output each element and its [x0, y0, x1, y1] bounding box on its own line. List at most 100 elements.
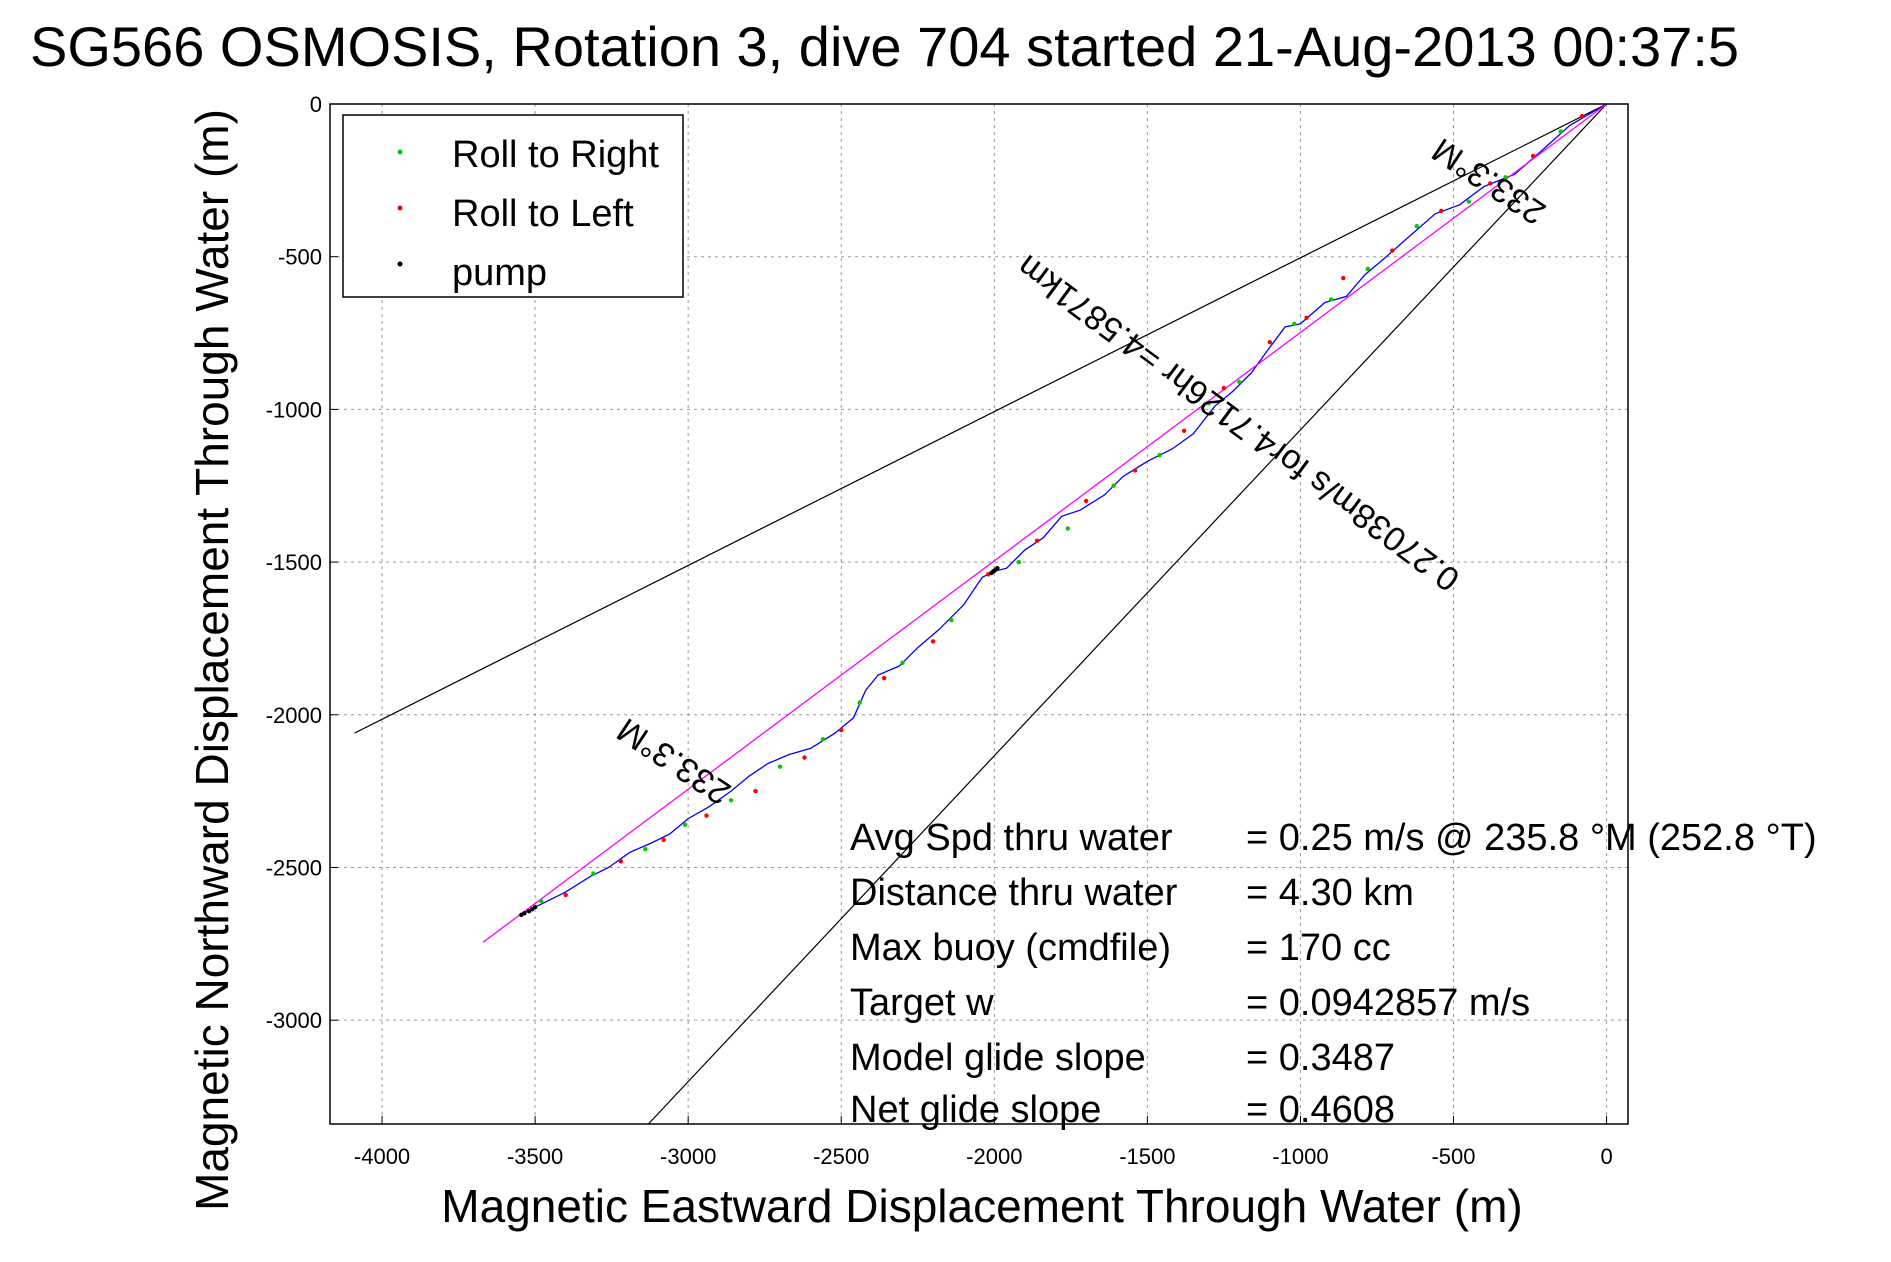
stat-value: = 0.4608	[1246, 1089, 1395, 1131]
series-lines	[482, 103, 1607, 943]
roll-left-point	[1341, 275, 1346, 281]
lower-heading-label: 233.3°M	[610, 710, 737, 812]
heading-cone-line	[647, 103, 1608, 1125]
x-tick-label: 0	[1600, 1144, 1612, 1169]
roll-right-point	[1065, 526, 1070, 531]
roll-right-point	[1111, 483, 1116, 488]
roll-left-point	[1488, 181, 1493, 186]
roll-right-point	[1292, 321, 1297, 327]
distance-label: 0.27038m/s for4.7126hr =4.5871km	[1010, 247, 1466, 599]
x-ticks: -4000 -3500 -3000 -2500 -2000 -1500 -1000 -500 0	[354, 1116, 1613, 1169]
x-tick-label: -1000	[1272, 1144, 1328, 1169]
roll-left-point	[661, 837, 666, 843]
legend-label-pump: pump	[452, 252, 547, 294]
x-tick-label: -500	[1431, 1144, 1475, 1169]
x-tick-label: -2000	[966, 1144, 1022, 1169]
roll-left-point	[881, 675, 887, 681]
stat-label: Avg Spd thru water	[850, 817, 1173, 859]
y-ticks: 0 -500 -1000 -1500 -2000 -2500 -3000	[266, 92, 338, 1033]
stat-label: Target w	[850, 982, 994, 1024]
pump-point	[526, 908, 532, 914]
roll-right-point	[1365, 266, 1370, 272]
stat-label: Max buoy (cmdfile)	[850, 927, 1171, 969]
roll-right-point	[1503, 175, 1508, 180]
legend-label-roll-right: Roll to Right	[452, 134, 659, 176]
point-markers	[519, 114, 1585, 918]
roll-right-point	[1016, 559, 1021, 565]
roll-left-point	[618, 859, 624, 864]
heading-cone	[354, 103, 1608, 1125]
dive-stats: Avg Spd thru water = 0.25 m/s @ 235.8 °M…	[850, 817, 1817, 1131]
y-tick-label: -2000	[266, 703, 322, 728]
y-axis-label: Magnetic Northward Displacement Through …	[186, 109, 238, 1211]
roll-left-point	[1267, 340, 1273, 345]
track-line	[520, 103, 1607, 916]
roll-left-point	[930, 639, 936, 644]
legend-marker-roll-left	[397, 205, 403, 211]
roll-left-point	[1083, 498, 1089, 504]
roll-left-point	[1439, 208, 1444, 214]
roll-left-point	[1530, 153, 1536, 159]
roll-left-point	[753, 788, 758, 794]
legend-marker-pump	[397, 261, 403, 267]
stat-label: Net glide slope	[850, 1089, 1101, 1131]
pump-point	[989, 570, 994, 576]
x-tick-label: -2500	[813, 1144, 869, 1169]
roll-left-point	[1579, 114, 1585, 119]
x-tick-label: -1500	[1119, 1144, 1175, 1169]
roll-right-point	[539, 898, 544, 904]
stat-value: = 170 cc	[1246, 927, 1391, 969]
pump-point	[519, 912, 524, 918]
x-axis-label: Magnetic Eastward Displacement Through W…	[441, 1180, 1522, 1232]
x-tick-label: -3000	[660, 1144, 716, 1169]
roll-left-point	[1034, 538, 1040, 543]
roll-right-point	[1328, 297, 1334, 302]
roll-left-point	[704, 813, 709, 818]
y-tick-label: -1500	[266, 550, 322, 575]
stat-label: Distance thru water	[850, 872, 1178, 914]
roll-right-point	[682, 822, 688, 827]
stat-value: = 4.30 km	[1246, 872, 1414, 914]
roll-right-point	[643, 846, 648, 852]
roll-right-point	[777, 764, 783, 769]
chart-title: SG566 OSMOSIS, Rotation 3, dive 704 star…	[30, 15, 1739, 78]
roll-right-point	[949, 617, 954, 623]
roll-left-point	[1132, 468, 1138, 473]
roll-left-point	[1221, 385, 1227, 391]
roll-right-point	[820, 737, 826, 742]
roll-left-point	[802, 755, 807, 760]
roll-right-point	[591, 871, 596, 876]
stat-label: Model glide slope	[850, 1037, 1146, 1079]
roll-left-point	[839, 727, 844, 733]
roll-right-point	[900, 660, 905, 666]
roll-right-point	[1466, 199, 1472, 204]
net-displacement-line	[482, 103, 1607, 943]
pump-point	[532, 904, 538, 910]
roll-left-point	[1390, 248, 1395, 253]
heading-annotations: 233.3°M 0.27038m/s for4.7126hr =4.5871km…	[610, 130, 1552, 812]
stat-value: = 0.3487	[1246, 1037, 1395, 1079]
roll-right-point	[1558, 129, 1563, 134]
roll-right-point	[1237, 379, 1242, 385]
heading-cone-line	[354, 103, 1607, 734]
roll-left-point	[563, 892, 568, 898]
x-tick-label: -3500	[507, 1144, 563, 1169]
legend-marker-roll-right	[397, 149, 403, 155]
y-tick-label: 0	[310, 92, 322, 117]
roll-right-point	[1414, 223, 1419, 229]
x-tick-label: -4000	[354, 1144, 410, 1169]
y-tick-label: -2500	[266, 855, 322, 880]
stat-value: = 0.0942857 m/s	[1246, 982, 1530, 1024]
roll-right-point	[1206, 401, 1211, 406]
stat-value: = 0.25 m/s @ 235.8 °M (252.8 °T)	[1246, 817, 1817, 859]
y-tick-label: -500	[278, 245, 322, 270]
legend: Roll to Right Roll to Left pump	[342, 114, 684, 298]
roll-left-point	[1181, 428, 1187, 433]
plot-frame	[329, 103, 1629, 1125]
roll-right-point	[857, 700, 862, 705]
roll-right-point	[728, 798, 734, 803]
y-tick-label: -1000	[266, 397, 322, 422]
y-tick-label: -3000	[266, 1008, 322, 1033]
roll-left-point	[1304, 315, 1309, 320]
